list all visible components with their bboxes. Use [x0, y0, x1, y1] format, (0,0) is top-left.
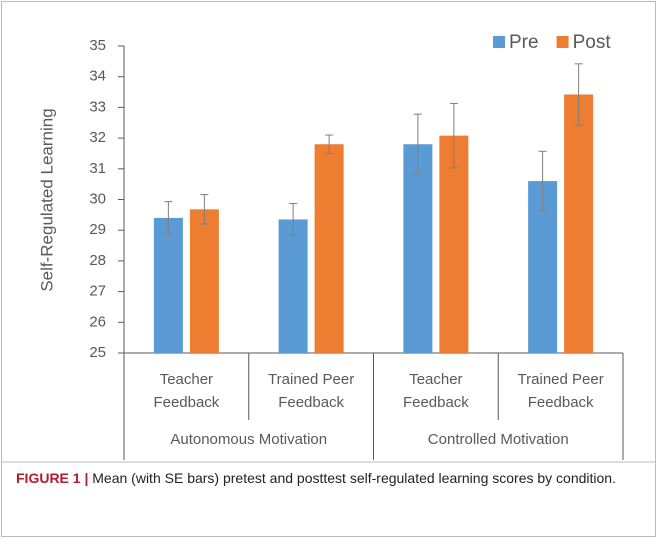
y-tick-label: 26 [89, 313, 106, 330]
y-tick-label: 31 [89, 160, 106, 177]
legend-swatch [556, 36, 569, 48]
bar [403, 144, 433, 353]
x-tick-label: Trained Peer [268, 371, 354, 388]
caption-label: FIGURE 1 | [16, 470, 89, 486]
y-tick-label: 34 [89, 68, 106, 85]
group-label: Autonomous Motivation [170, 431, 327, 448]
y-tick-label: 25 [89, 344, 106, 361]
frame [1, 1, 656, 537]
x-tick-label: Feedback [403, 394, 469, 411]
bar [189, 209, 219, 353]
y-tick-label: 28 [89, 252, 106, 269]
y-tick-label: 35 [89, 37, 106, 54]
bar [314, 144, 344, 353]
y-axis-label: Self-Regulated Learning [37, 108, 56, 291]
x-tick-label: Trained Peer [518, 371, 604, 388]
x-tick-label: Feedback [278, 394, 344, 411]
legend-swatch [493, 36, 505, 48]
group-label: Controlled Motivation [428, 431, 569, 448]
legend-label: Pre [509, 32, 539, 53]
legend-label: Post [573, 32, 612, 53]
x-tick-label: Teacher [160, 371, 213, 388]
bar [153, 217, 183, 353]
x-tick-label: Feedback [528, 394, 594, 411]
y-tick-label: 29 [89, 221, 106, 238]
y-tick-label: 32 [89, 129, 106, 146]
x-tick-label: Teacher [409, 371, 462, 388]
y-tick-label: 27 [89, 283, 106, 300]
y-tick-label: 33 [89, 98, 106, 115]
bar [439, 135, 469, 353]
y-tick-label: 30 [89, 190, 106, 207]
caption-text: Mean (with SE bars) pretest and posttest… [92, 470, 616, 486]
bar [564, 94, 594, 354]
caption: FIGURE 1 | Mean (with SE bars) pretest a… [16, 466, 636, 490]
x-tick-label: Feedback [153, 394, 219, 411]
bar [278, 219, 308, 353]
